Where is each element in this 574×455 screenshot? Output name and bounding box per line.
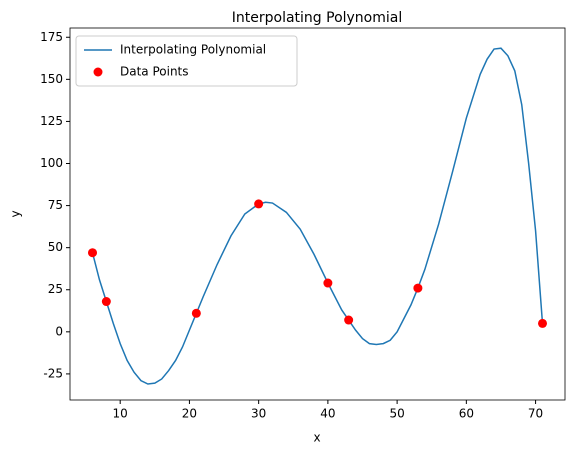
y-axis-label: y	[9, 210, 23, 217]
y-tick-label: 175	[40, 30, 63, 44]
legend-label: Interpolating Polynomial	[120, 43, 266, 57]
chart-title: Interpolating Polynomial	[232, 10, 403, 26]
x-tick-label: 70	[528, 407, 543, 421]
data-point	[88, 248, 97, 258]
x-tick-label: 10	[113, 407, 128, 421]
y-tick-label: 0	[55, 324, 63, 338]
data-point	[344, 315, 354, 325]
y-tick-label: 75	[48, 198, 63, 212]
data-point	[191, 308, 201, 318]
polynomial-line	[91, 47, 544, 385]
data-point	[101, 297, 111, 307]
y-tick-label: 100	[40, 156, 63, 170]
data-point	[323, 278, 333, 288]
y-tick-label: -25	[43, 366, 63, 380]
y-tick-label: 125	[40, 114, 63, 128]
y-tick-label: 25	[48, 282, 63, 296]
x-tick-label: 50	[389, 407, 404, 421]
y-tick-label: 50	[48, 240, 63, 254]
x-tick-label: 60	[459, 407, 474, 421]
legend-marker	[93, 67, 103, 77]
data-point	[413, 283, 423, 293]
data-point	[538, 318, 547, 328]
data-point	[254, 199, 264, 209]
x-tick-label: 30	[251, 407, 266, 421]
plot-frame	[69, 27, 566, 401]
legend-label: Data Points	[120, 65, 189, 79]
x-tick-label: 40	[320, 407, 335, 421]
x-axis-label: x	[313, 431, 320, 445]
x-tick-label: 20	[182, 407, 197, 421]
legend-box	[75, 35, 298, 87]
y-tick-label: 150	[40, 72, 63, 86]
